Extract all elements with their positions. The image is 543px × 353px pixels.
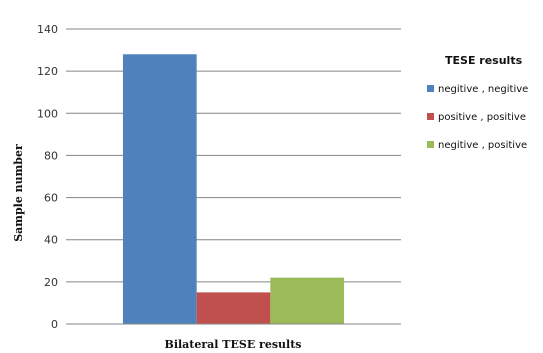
y-tick-label: 60 [44, 192, 58, 205]
bars [122, 54, 345, 325]
y-tick-label: 80 [44, 149, 58, 162]
x-axis-title: Bilateral TESE results [165, 338, 302, 351]
legend-swatch [427, 141, 434, 148]
gridlines [66, 28, 401, 283]
y-tick-label: 100 [37, 107, 58, 120]
legend-label: negitive , negitive [438, 84, 528, 95]
bar-2 [196, 292, 271, 324]
legend-label: negitive , positive [438, 140, 527, 151]
y-tick-label: 20 [44, 276, 58, 289]
legend-swatch [427, 113, 434, 120]
legend-title: TESE results [445, 54, 523, 67]
bar-1 [122, 54, 197, 325]
legend-swatch [427, 85, 434, 92]
y-tick-label: 140 [37, 23, 58, 36]
legend-label: positive , positive [438, 112, 526, 123]
y-tick-label: 120 [37, 65, 58, 78]
y-tick-labels: 0 20 40 60 80 100 120 140 [37, 23, 58, 331]
legend: TESE results negitive , negitive positive… [427, 54, 528, 151]
bar-3 [270, 277, 345, 324]
y-axis-title: Sample number [12, 144, 25, 242]
y-tick-label: 0 [51, 318, 58, 331]
legend-items: negitive , negitive positive , positive ne… [427, 84, 528, 151]
y-tick-label: 40 [44, 234, 58, 247]
